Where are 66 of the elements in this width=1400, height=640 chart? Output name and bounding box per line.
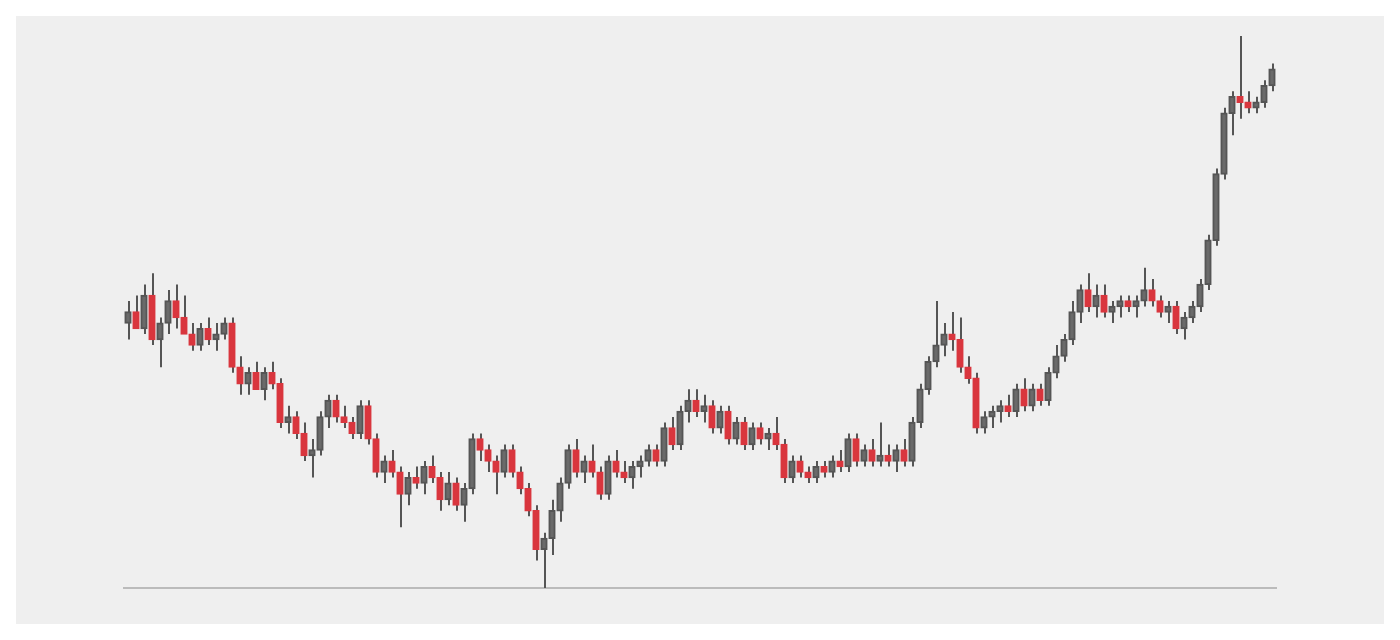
candlestick xyxy=(748,421,756,451)
candlestick xyxy=(724,404,732,446)
candlestick xyxy=(284,404,292,435)
candlestick xyxy=(700,393,708,424)
candlestick xyxy=(996,399,1004,424)
candlestick xyxy=(1028,382,1036,413)
candlestick xyxy=(1148,277,1156,308)
candlestick xyxy=(868,437,876,468)
candlestick xyxy=(956,316,964,374)
candlestick xyxy=(212,322,220,352)
candlestick xyxy=(260,366,268,402)
candlestick xyxy=(404,471,412,507)
candlestick xyxy=(1092,283,1100,319)
candlestick xyxy=(812,460,820,485)
candlestick xyxy=(420,460,428,496)
candlestick xyxy=(844,432,852,474)
candlestick xyxy=(660,421,668,468)
candlestick xyxy=(204,316,212,347)
candlestick xyxy=(876,421,884,468)
candlestick xyxy=(828,454,836,479)
candlestick xyxy=(628,460,636,490)
candlestick xyxy=(580,454,588,485)
candlestick xyxy=(1020,377,1028,413)
candlestick xyxy=(988,404,996,429)
candlestick xyxy=(788,454,796,485)
candlestick xyxy=(1012,382,1020,418)
candlestick xyxy=(1180,311,1188,341)
candlestick xyxy=(796,454,804,479)
candlestick xyxy=(444,471,452,507)
candlestick xyxy=(740,415,748,451)
candlestick xyxy=(332,393,340,424)
candlestick xyxy=(708,399,716,435)
candlestick xyxy=(172,283,180,330)
candlestick xyxy=(716,404,724,435)
candlestick xyxy=(124,299,132,341)
candlestick xyxy=(1132,294,1140,319)
candlestick xyxy=(1172,299,1180,336)
candlestick xyxy=(732,415,740,446)
candlestick xyxy=(1084,272,1092,313)
candlestick xyxy=(1116,294,1124,319)
candlestick xyxy=(1004,393,1012,418)
candlestick xyxy=(572,437,580,479)
candlestick xyxy=(252,360,260,391)
candlestick xyxy=(676,404,684,451)
candlestick xyxy=(196,322,204,352)
candlestick xyxy=(140,283,148,336)
candlestick xyxy=(860,443,868,468)
candlestick xyxy=(764,426,772,451)
candlestick xyxy=(188,322,196,352)
candlestick xyxy=(1100,283,1108,319)
candlestick xyxy=(1108,299,1116,325)
candlestick xyxy=(892,443,900,474)
candlestick xyxy=(604,454,612,501)
candlestick xyxy=(1164,299,1172,325)
candlestick xyxy=(852,432,860,468)
candlestick xyxy=(244,366,252,396)
candlestick xyxy=(884,443,892,468)
candlestick xyxy=(356,399,364,440)
candlestick xyxy=(1236,35,1244,120)
candlestick xyxy=(148,272,156,347)
candlestick xyxy=(980,410,988,435)
candlestick xyxy=(412,465,420,490)
candlestick xyxy=(756,421,764,446)
candlestick xyxy=(380,454,388,485)
candlestick xyxy=(452,476,460,512)
candlestick xyxy=(692,388,700,418)
